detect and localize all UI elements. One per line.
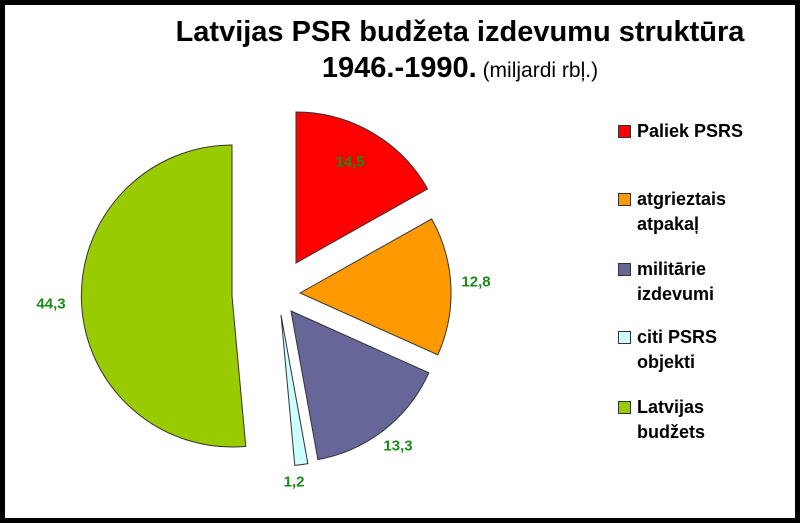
legend-label-2: objekti (637, 352, 696, 372)
chart-title: Latvijas PSR budžeta izdevumu struktūra … (0, 14, 800, 89)
legend-label: atgrieztais (637, 189, 727, 209)
legend-swatch-red (618, 125, 631, 138)
legend-label-2: izdevumi (637, 284, 715, 304)
title-line2: 1946.-1990. (miljardi rbļ.) (120, 50, 800, 89)
legend-swatch-orange (618, 193, 631, 206)
legend-item-militarie: militārie izdevumi (618, 257, 787, 307)
slice-militarie (290, 310, 430, 461)
legend-item-latvijas-budzets: Latvijas budžets (618, 395, 787, 445)
legend-item-atgrieztais: atgrieztais atpakaļ (618, 187, 787, 237)
legend-label: citi PSRS (637, 327, 718, 347)
slice-paliek-psrs (295, 111, 429, 264)
slice-latvijas-budzets (80, 144, 247, 448)
legend-label: Paliek PSRS (637, 121, 744, 141)
data-label: 1,2 (283, 473, 305, 491)
legend-swatch-green (618, 401, 631, 414)
data-label: 14,5 (335, 153, 365, 171)
data-label: 13,3 (383, 437, 413, 455)
title-years: 1946.-1990. (321, 52, 477, 84)
legend-swatch-cyan (618, 331, 631, 344)
slice-atgrieztais (298, 218, 452, 356)
legend-item-citi-psrs: citi PSRS objekti (618, 325, 787, 375)
legend-label-2: budžets (637, 422, 706, 442)
title-line1: Latvijas PSR budžeta izdevumu struktūra (175, 16, 745, 48)
data-label: 12,8 (461, 273, 491, 291)
title-unit: (miljardi rbļ.) (476, 59, 599, 82)
legend-label-2: atpakaļ (637, 214, 700, 234)
data-label: 44,3 (36, 295, 66, 313)
legend-swatch-purple (618, 263, 631, 276)
slice-citi-psrs (280, 314, 309, 466)
legend-label: Latvijas (637, 397, 705, 417)
legend-label: militārie (637, 259, 707, 279)
legend-item-paliek-psrs: Paliek PSRS (618, 119, 787, 144)
